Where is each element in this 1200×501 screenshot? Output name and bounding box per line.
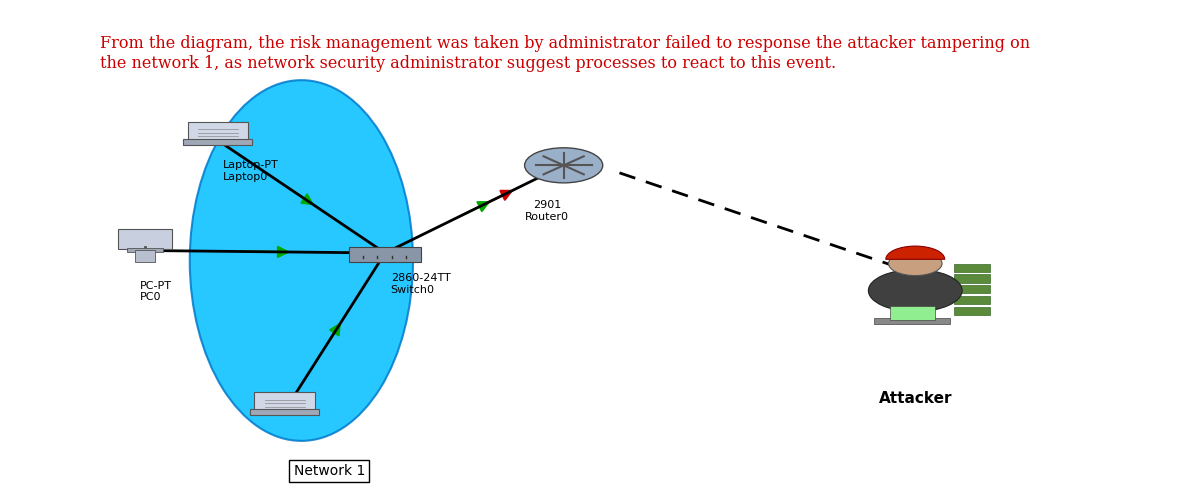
FancyBboxPatch shape	[250, 409, 319, 415]
FancyBboxPatch shape	[187, 122, 247, 141]
Text: Laptop-PT
Laptop0: Laptop-PT Laptop0	[223, 160, 278, 182]
FancyBboxPatch shape	[954, 275, 990, 283]
Text: 2901
Router0: 2901 Router0	[524, 200, 569, 222]
FancyBboxPatch shape	[349, 247, 421, 262]
Text: Attacker: Attacker	[878, 391, 952, 406]
FancyBboxPatch shape	[954, 285, 990, 294]
FancyBboxPatch shape	[184, 139, 252, 145]
FancyBboxPatch shape	[254, 392, 314, 412]
FancyBboxPatch shape	[119, 229, 172, 249]
Circle shape	[888, 252, 942, 276]
FancyBboxPatch shape	[874, 318, 950, 324]
FancyBboxPatch shape	[136, 250, 155, 262]
Text: Network 1: Network 1	[294, 464, 365, 478]
Text: PC-PT
PC0: PC-PT PC0	[139, 281, 172, 302]
Ellipse shape	[190, 80, 413, 441]
Wedge shape	[886, 246, 944, 260]
FancyBboxPatch shape	[954, 264, 990, 272]
Text: From the diagram, the risk management was taken by administrator failed to respo: From the diagram, the risk management wa…	[101, 35, 1031, 72]
Circle shape	[524, 148, 602, 183]
FancyBboxPatch shape	[127, 248, 163, 252]
FancyBboxPatch shape	[890, 306, 935, 320]
Circle shape	[869, 270, 962, 312]
FancyBboxPatch shape	[954, 307, 990, 315]
FancyBboxPatch shape	[954, 296, 990, 304]
Text: 2860-24TT
Switch0: 2860-24TT Switch0	[391, 273, 450, 295]
